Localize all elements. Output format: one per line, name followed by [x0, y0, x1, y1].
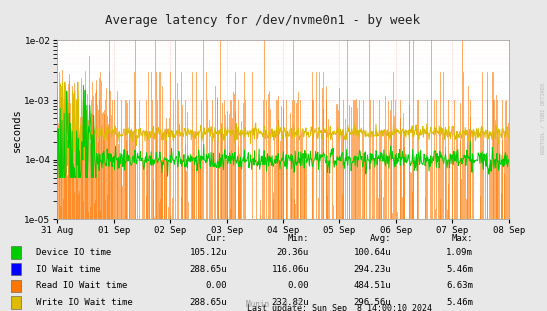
- Text: Min:: Min:: [288, 234, 309, 243]
- Text: 0.00: 0.00: [288, 281, 309, 290]
- Text: Munin 2.0.73: Munin 2.0.73: [246, 300, 301, 309]
- Text: RRDTOOL / TOBI OETIKER: RRDTOOL / TOBI OETIKER: [541, 82, 546, 154]
- Text: 105.12u: 105.12u: [189, 248, 227, 257]
- Text: 288.65u: 288.65u: [189, 265, 227, 273]
- Text: 294.23u: 294.23u: [353, 265, 391, 273]
- Bar: [11, 280, 21, 292]
- Text: Average latency for /dev/nvme0n1 - by week: Average latency for /dev/nvme0n1 - by we…: [105, 14, 420, 27]
- Text: 296.56u: 296.56u: [353, 298, 391, 307]
- Text: 20.36u: 20.36u: [277, 248, 309, 257]
- Text: Avg:: Avg:: [370, 234, 391, 243]
- Bar: [11, 296, 21, 309]
- Text: 484.51u: 484.51u: [353, 281, 391, 290]
- Y-axis label: seconds: seconds: [11, 108, 21, 152]
- Text: IO Wait time: IO Wait time: [36, 265, 100, 273]
- Text: Last update: Sun Sep  8 14:00:10 2024: Last update: Sun Sep 8 14:00:10 2024: [247, 304, 432, 311]
- Text: 100.64u: 100.64u: [353, 248, 391, 257]
- Text: 5.46m: 5.46m: [446, 265, 473, 273]
- Bar: [11, 263, 21, 275]
- Text: Device IO time: Device IO time: [36, 248, 111, 257]
- Text: Cur:: Cur:: [206, 234, 227, 243]
- Text: 5.46m: 5.46m: [446, 298, 473, 307]
- Text: Max:: Max:: [452, 234, 473, 243]
- Text: Write IO Wait time: Write IO Wait time: [36, 298, 132, 307]
- Text: 116.06u: 116.06u: [271, 265, 309, 273]
- Text: 1.09m: 1.09m: [446, 248, 473, 257]
- Text: 6.63m: 6.63m: [446, 281, 473, 290]
- Text: 288.65u: 288.65u: [189, 298, 227, 307]
- Bar: [11, 246, 21, 258]
- Text: Read IO Wait time: Read IO Wait time: [36, 281, 127, 290]
- Text: 232.82u: 232.82u: [271, 298, 309, 307]
- Text: 0.00: 0.00: [206, 281, 227, 290]
